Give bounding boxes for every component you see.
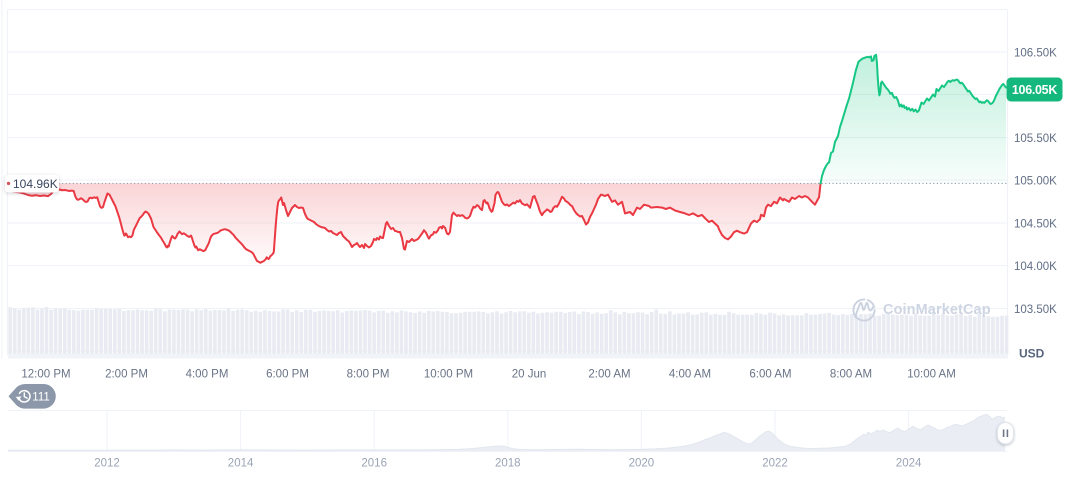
svg-text:104.96K: 104.96K: [13, 177, 58, 191]
svg-text:2022: 2022: [762, 458, 788, 470]
svg-text:106.05K: 106.05K: [1012, 83, 1057, 97]
svg-text:4:00 AM: 4:00 AM: [669, 369, 711, 381]
svg-text:104.00K: 104.00K: [1014, 261, 1057, 273]
svg-text:2018: 2018: [495, 458, 521, 470]
svg-text:8:00 AM: 8:00 AM: [830, 369, 872, 381]
svg-text:12:00 PM: 12:00 PM: [21, 369, 70, 381]
svg-text:6:00 PM: 6:00 PM: [266, 369, 309, 381]
svg-text:105.50K: 105.50K: [1014, 133, 1057, 145]
svg-text:2024: 2024: [896, 458, 922, 470]
svg-text:10:00 AM: 10:00 AM: [907, 369, 956, 381]
svg-text:10:00 PM: 10:00 PM: [424, 369, 473, 381]
svg-text:103.50K: 103.50K: [1014, 304, 1057, 316]
svg-text:CoinMarketCap: CoinMarketCap: [883, 302, 991, 318]
svg-text:2014: 2014: [228, 458, 254, 470]
svg-text:2020: 2020: [629, 458, 655, 470]
svg-text:8:00 PM: 8:00 PM: [347, 369, 390, 381]
svg-text:6:00 AM: 6:00 AM: [749, 369, 791, 381]
svg-text:111: 111: [32, 391, 49, 403]
svg-text:2016: 2016: [361, 458, 387, 470]
svg-text:2012: 2012: [94, 458, 120, 470]
svg-text:4:00 PM: 4:00 PM: [186, 369, 229, 381]
svg-text:2:00 PM: 2:00 PM: [105, 369, 148, 381]
svg-text:106.50K: 106.50K: [1014, 48, 1057, 60]
svg-text:2:00 AM: 2:00 AM: [588, 369, 630, 381]
svg-text:20 Jun: 20 Jun: [512, 369, 547, 381]
svg-text:104.50K: 104.50K: [1014, 219, 1057, 231]
svg-text:USD: USD: [1019, 347, 1045, 361]
svg-text:105.00K: 105.00K: [1014, 176, 1057, 188]
